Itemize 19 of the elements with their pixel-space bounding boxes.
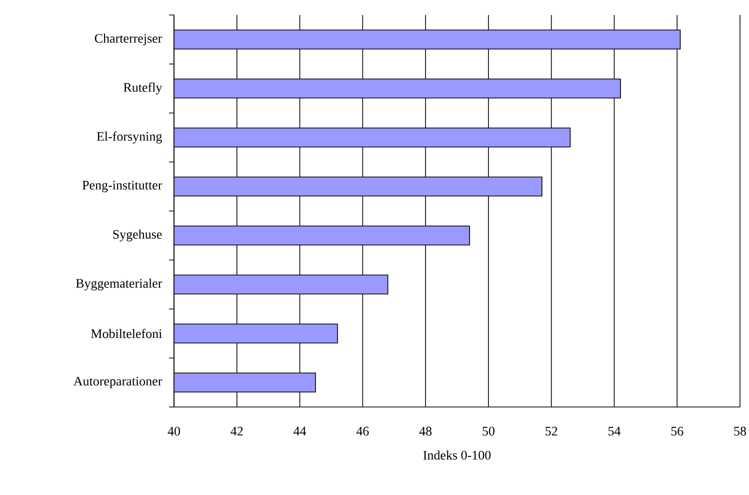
- x-axis-title: Indeks 0-100: [423, 450, 491, 460]
- x-tick-label: 40: [168, 426, 180, 436]
- x-tick-label: 50: [482, 426, 494, 436]
- y-tick-label: Rutefly: [124, 82, 162, 94]
- x-tick-label: 48: [419, 426, 432, 436]
- y-tick-label: Peng-institutter: [82, 180, 162, 192]
- y-tick-label: Byggematerialer: [76, 278, 162, 290]
- y-tick-label: Charterrejser: [94, 34, 162, 46]
- y-tick-label: Mobiltelefoni: [91, 328, 162, 338]
- x-tick-label: 44: [294, 426, 306, 436]
- y-tick-label: El-forsyning: [96, 132, 162, 144]
- x-tick-label: 52: [546, 426, 558, 436]
- y-tick-label: Autoreparationer: [74, 376, 162, 388]
- x-tick-label: 46: [356, 426, 369, 436]
- x-tick-label: 42: [230, 426, 243, 436]
- x-tick-label: 54: [608, 426, 621, 436]
- y-tick-label: Sygehuse: [113, 230, 162, 242]
- x-tick-label: 58: [734, 426, 746, 436]
- x-tick-label: 56: [671, 426, 684, 436]
